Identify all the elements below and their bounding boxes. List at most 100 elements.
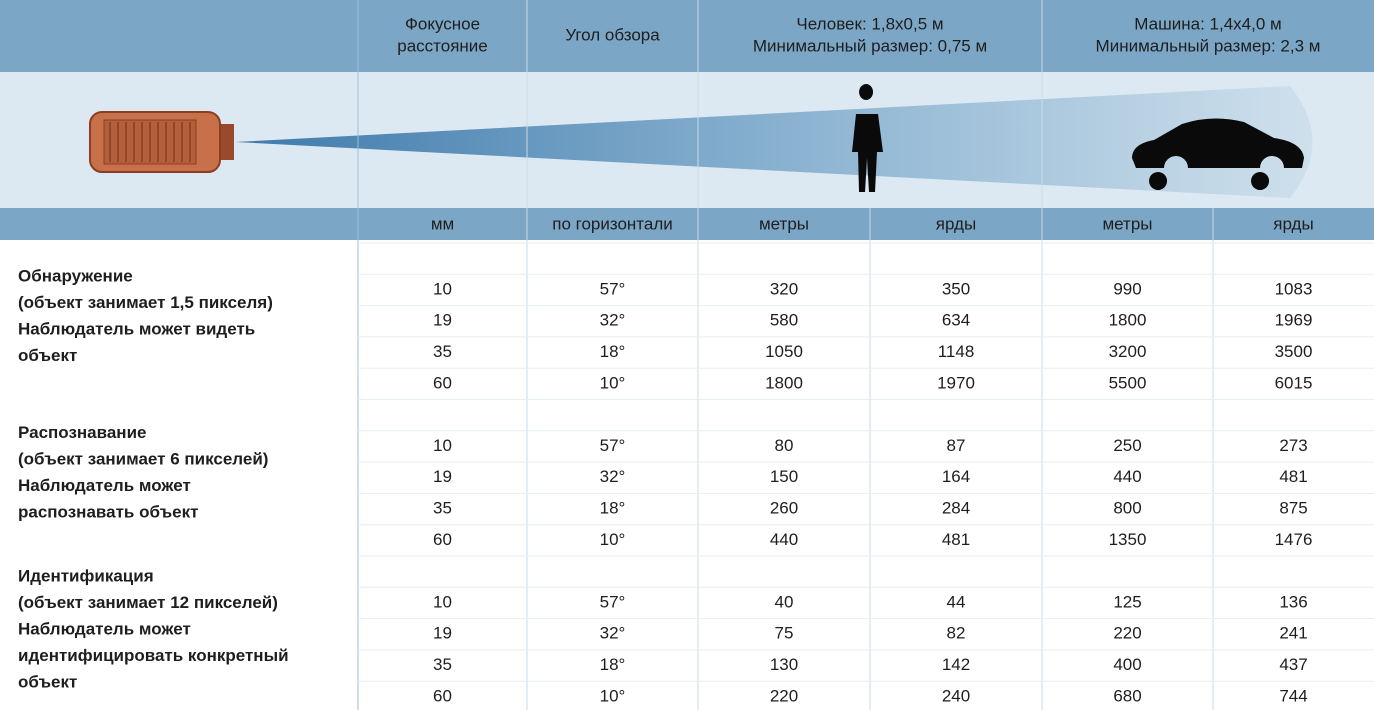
camera-lens [218, 124, 234, 160]
cell: 220 [770, 686, 798, 705]
cell: 10° [600, 530, 626, 549]
cell: 1350 [1109, 530, 1147, 549]
person-silhouette [852, 84, 883, 192]
cell: 1969 [1275, 311, 1313, 330]
cell: 400 [1113, 655, 1141, 674]
unit-label: ярды [936, 214, 976, 233]
cell: 35 [433, 655, 452, 674]
unit-label: метры [1102, 214, 1152, 233]
cell: 10 [433, 592, 452, 611]
cell: 35 [433, 342, 452, 361]
cell: 220 [1113, 624, 1141, 643]
units-band [0, 208, 1374, 240]
illustration [89, 84, 1313, 198]
header-label: Угол обзора [565, 25, 660, 44]
header-label: Человек: 1,8x0,5 м [796, 14, 943, 33]
cell: 284 [942, 499, 970, 518]
cell: 142 [942, 655, 970, 674]
cell: 240 [942, 686, 970, 705]
header-label: Минимальный размер: 0,75 м [753, 36, 987, 55]
cell: 440 [770, 530, 798, 549]
cell: 273 [1279, 436, 1307, 455]
cell: 35 [433, 499, 452, 518]
cell: 57° [600, 436, 626, 455]
cell: 6015 [1275, 373, 1313, 392]
group-label: объект [18, 672, 77, 691]
cell: 1970 [937, 373, 975, 392]
header-band [0, 0, 1374, 72]
cell: 82 [947, 624, 966, 643]
cell: 260 [770, 499, 798, 518]
cell: 250 [1113, 436, 1141, 455]
cell: 18° [600, 655, 626, 674]
cell: 1800 [1109, 311, 1147, 330]
cell: 10° [600, 686, 626, 705]
cell: 320 [770, 279, 798, 298]
cell: 18° [600, 342, 626, 361]
cell: 1083 [1275, 279, 1313, 298]
cell: 241 [1279, 624, 1307, 643]
cell: 40 [775, 592, 794, 611]
unit-label: мм [431, 214, 454, 233]
cell: 634 [942, 311, 970, 330]
cell: 150 [770, 467, 798, 486]
cell: 10° [600, 373, 626, 392]
cell: 44 [947, 592, 966, 611]
cell: 10 [433, 279, 452, 298]
cell: 75 [775, 624, 794, 643]
cell: 481 [1279, 467, 1307, 486]
group-label: Распознавание [18, 423, 146, 442]
cell: 80 [775, 436, 794, 455]
car-silhouette [1132, 118, 1304, 190]
cell: 164 [942, 467, 970, 486]
cell: 19 [433, 311, 452, 330]
group-label: Наблюдатель может [18, 619, 191, 638]
cell: 87 [947, 436, 966, 455]
group-label: идентифицировать конкретный [18, 646, 289, 665]
cell: 3200 [1109, 342, 1147, 361]
cell: 680 [1113, 686, 1141, 705]
cell: 440 [1113, 467, 1141, 486]
cell: 57° [600, 592, 626, 611]
cell: 744 [1279, 686, 1307, 705]
header-label: Фокусное [405, 14, 480, 33]
unit-label: метры [759, 214, 809, 233]
cell: 1800 [765, 373, 803, 392]
cell: 1476 [1275, 530, 1313, 549]
cell: 57° [600, 279, 626, 298]
group-label: Наблюдатель может видеть [18, 320, 255, 339]
group-label: Наблюдатель может [18, 476, 191, 495]
group-label: Идентификация [18, 566, 154, 585]
header-label: Минимальный размер: 2,3 м [1096, 36, 1321, 55]
camera-ribs [109, 122, 191, 162]
cell: 136 [1279, 592, 1307, 611]
cell: 32° [600, 467, 626, 486]
unit-label: по горизонтали [552, 214, 673, 233]
view-beam [235, 86, 1313, 198]
cell: 60 [433, 373, 452, 392]
group-label: распознавать объект [18, 503, 198, 522]
cell: 5500 [1109, 373, 1147, 392]
cell: 875 [1279, 499, 1307, 518]
cell: 19 [433, 624, 452, 643]
group-label: (объект занимает 6 пикселей) [18, 450, 268, 469]
group-label: (объект занимает 12 пикселей) [18, 593, 278, 612]
cell: 1148 [938, 342, 975, 361]
cell: 60 [433, 686, 452, 705]
cell: 32° [600, 311, 626, 330]
cell: 60 [433, 530, 452, 549]
cell: 481 [942, 530, 970, 549]
cell: 1050 [765, 342, 803, 361]
group-label: (объект занимает 1,5 пикселя) [18, 293, 273, 312]
cell: 125 [1113, 592, 1141, 611]
group-label: Обнаружение [18, 267, 133, 286]
cell: 437 [1279, 655, 1307, 674]
cell: 19 [433, 467, 452, 486]
cell: 3500 [1275, 342, 1313, 361]
cell: 18° [600, 499, 626, 518]
unit-label: ярды [1273, 214, 1313, 233]
header-label: расстояние [397, 36, 488, 55]
cell: 32° [600, 624, 626, 643]
cell: 990 [1113, 279, 1141, 298]
